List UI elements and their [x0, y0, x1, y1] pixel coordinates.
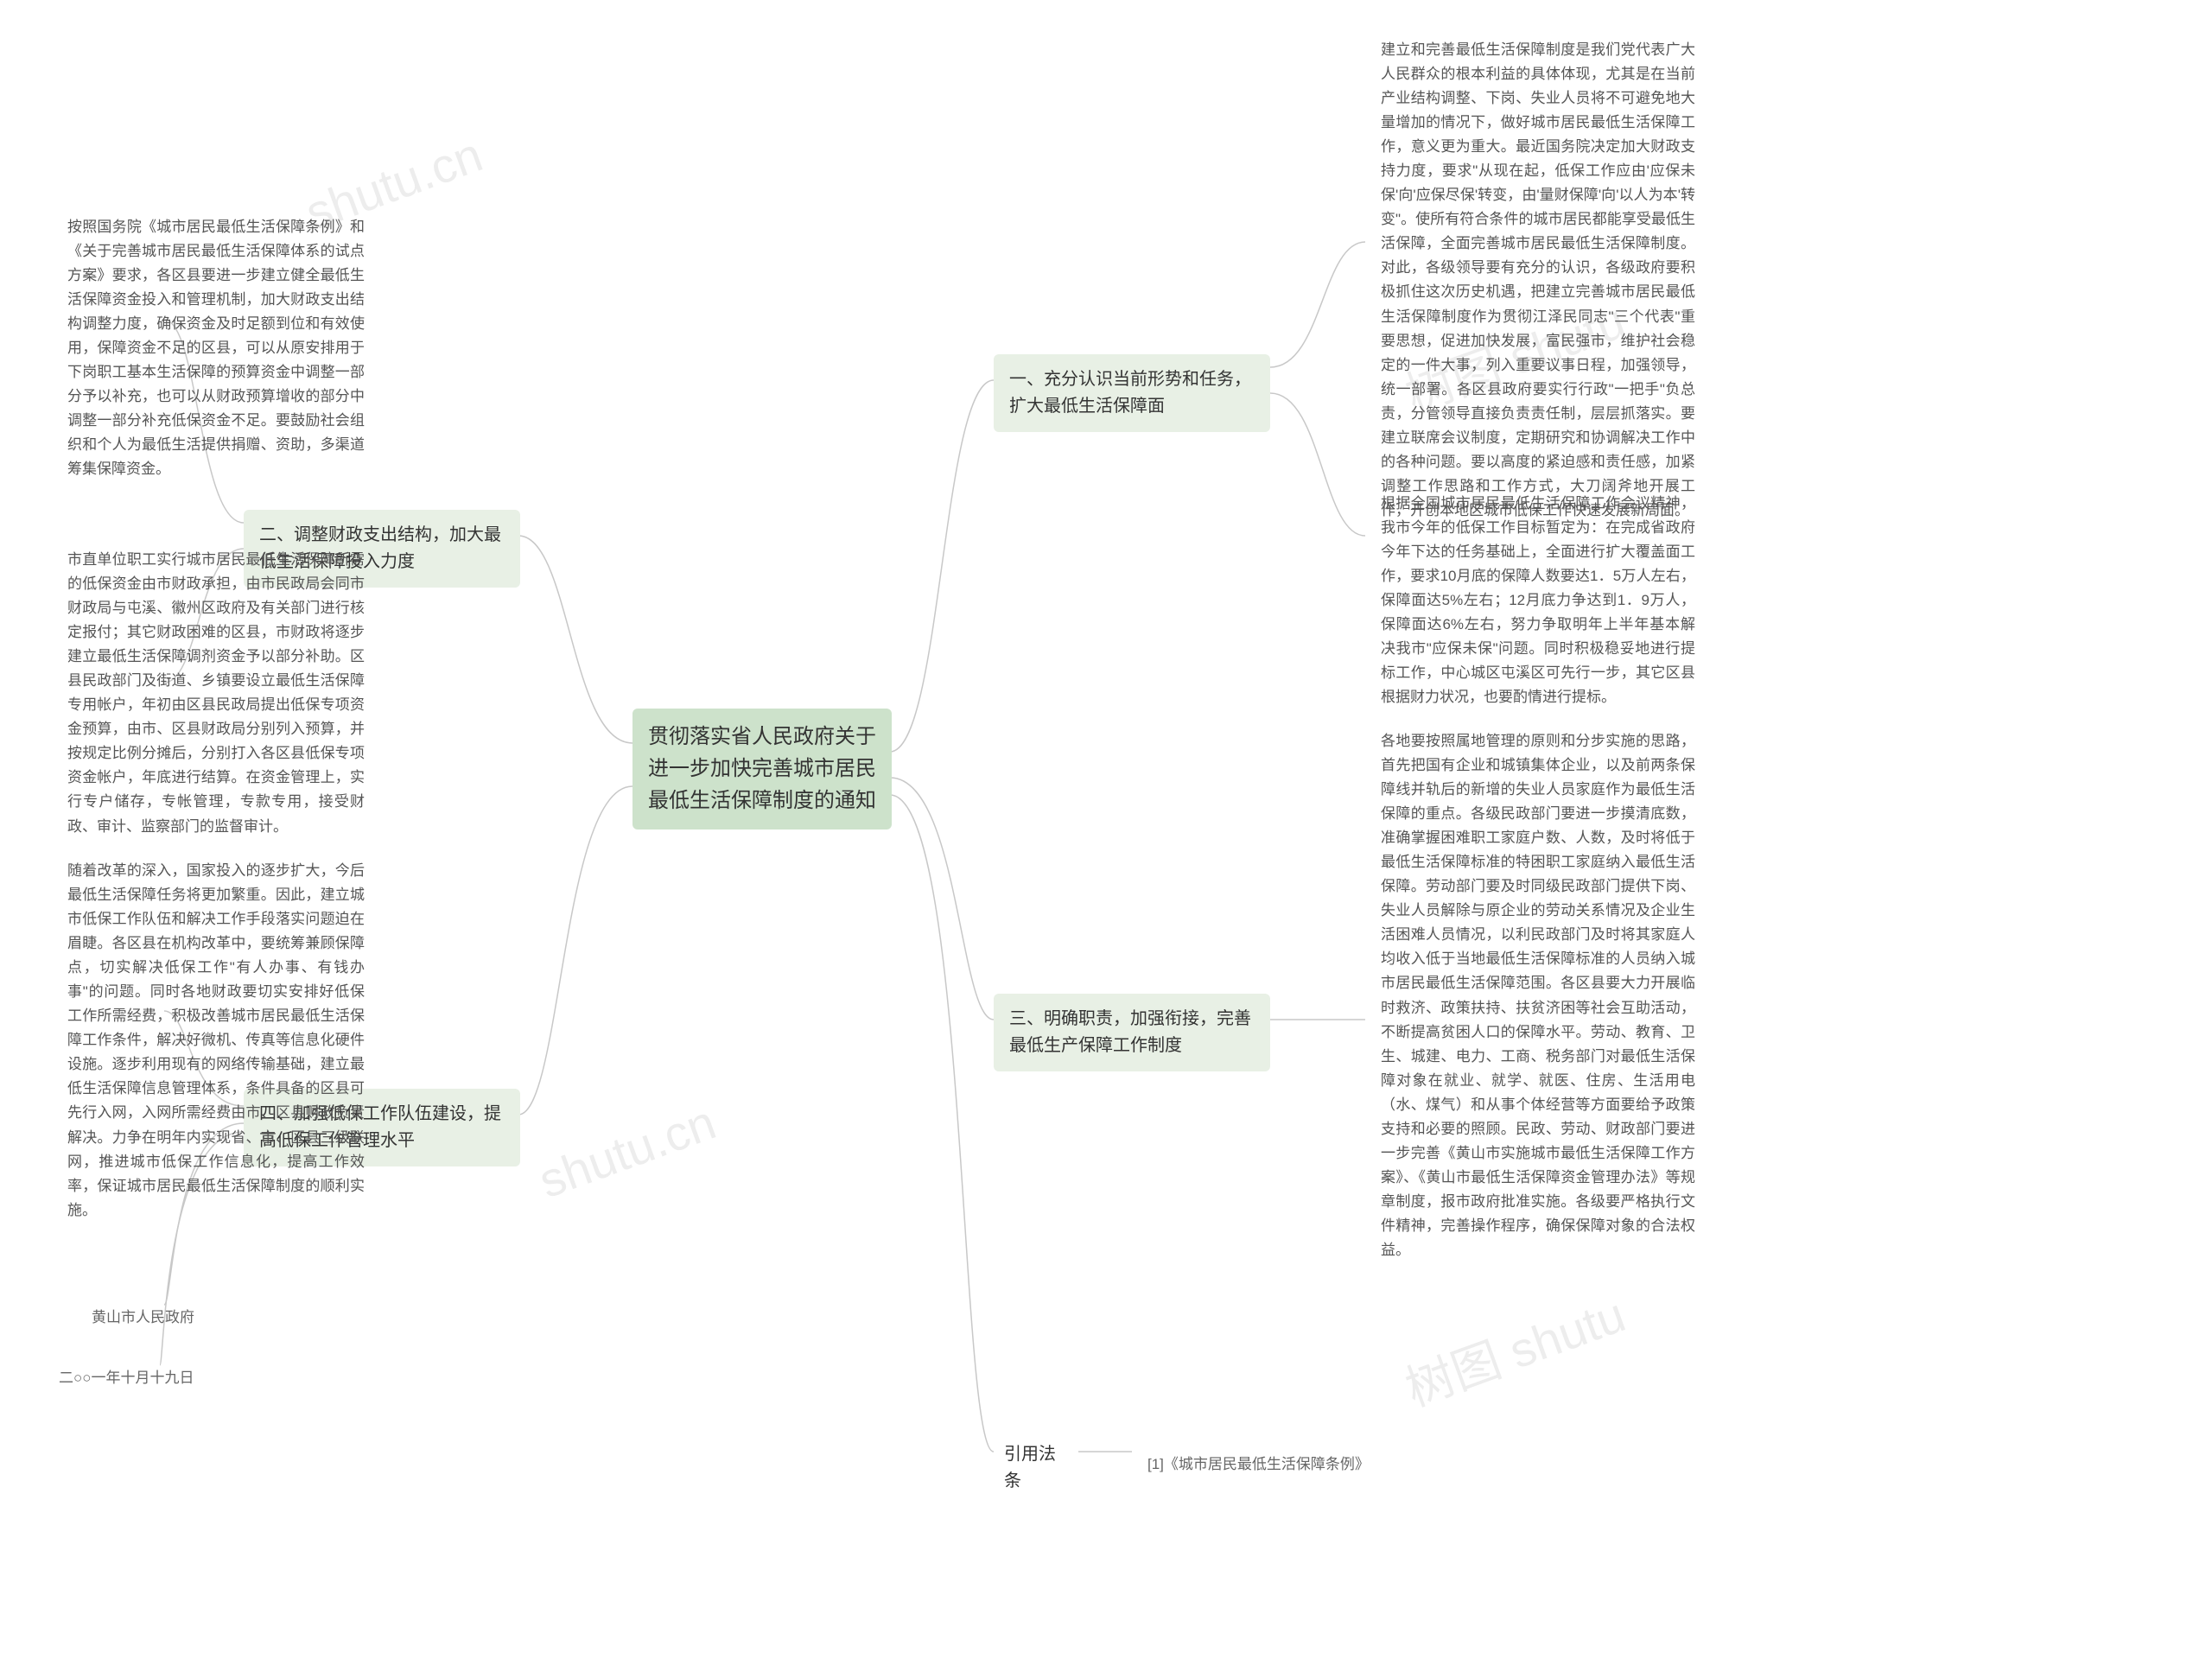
- leaf-2b: 市直单位职工实行城市居民最低生活保障所需的低保资金由市财政承担，由市民政局会同市…: [52, 536, 380, 851]
- leaf-1b: 根据全国城市居民最低生活保障工作会议精神，我市今年的低保工作目标暂定为：在完成省…: [1365, 480, 1711, 721]
- watermark: 树图 shutu: [1395, 1276, 1633, 1421]
- branch-1[interactable]: 一、充分认识当前形势和任务，扩大最低生活保障面: [994, 354, 1270, 432]
- leaf-4b: 黄山市人民政府: [76, 1294, 210, 1341]
- branch-5[interactable]: 引用法条: [994, 1434, 1080, 1502]
- branch-3[interactable]: 三、明确职责，加强衔接，完善最低生产保障工作制度: [994, 994, 1270, 1071]
- leaf-4a: 随着改革的深入，国家投入的逐步扩大，今后最低生活保障任务将更加繁重。因此，建立城…: [52, 847, 380, 1235]
- root-node[interactable]: 贯彻落实省人民政府关于进一步加快完善城市居民最低生活保障制度的通知: [632, 709, 892, 830]
- watermark: shutu.cn: [531, 1094, 722, 1209]
- leaf-4c: 二○○一年十月十九日: [43, 1355, 210, 1402]
- leaf-3a: 各地要按照属地管理的原则和分步实施的思路，首先把国有企业和城镇集体企业，以及前两…: [1365, 717, 1711, 1274]
- leaf-1a: 建立和完善最低生活保障制度是我们党代表广大人民群众的根本利益的具体体现，尤其是在…: [1365, 26, 1711, 535]
- leaf-2a: 按照国务院《城市居民最低生活保障条例》和《关于完善城市居民最低生活保障体系的试点…: [52, 203, 380, 494]
- leaf-5a: [1]《城市居民最低生活保障条例》: [1132, 1441, 1385, 1488]
